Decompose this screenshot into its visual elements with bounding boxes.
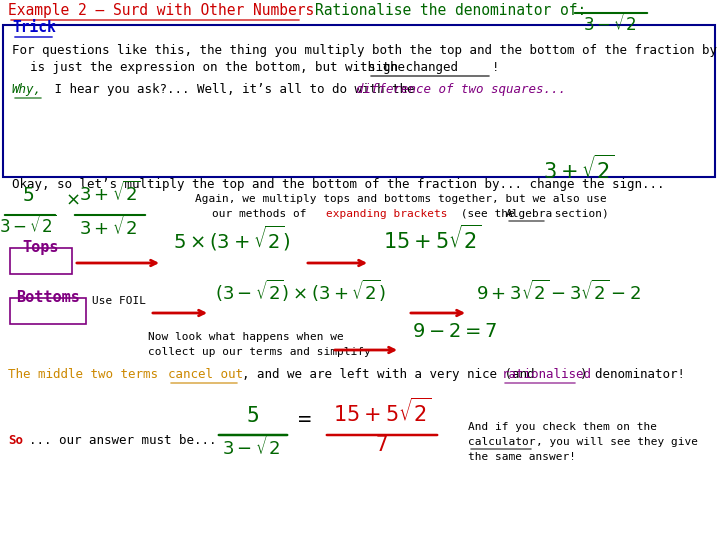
Text: $(3-\sqrt{2})\times(3+\sqrt{2})$: $(3-\sqrt{2})\times(3+\sqrt{2})$ [215,278,385,304]
Text: !: ! [492,61,500,74]
Text: Bottoms: Bottoms [16,290,80,305]
Text: the same answer!: the same answer! [468,452,576,462]
Text: For questions like this, the thing you multiply both the top and the bottom of t: For questions like this, the thing you m… [12,44,717,57]
Text: Algebra: Algebra [506,209,553,219]
Text: And if you check them on the: And if you check them on the [468,422,657,432]
Text: $5\times(3+\sqrt{2})$: $5\times(3+\sqrt{2})$ [173,224,290,253]
Text: collect up our terms and simplify: collect up our terms and simplify [148,347,371,357]
FancyBboxPatch shape [10,248,72,274]
Text: calculator: calculator [468,437,536,447]
Text: Why,: Why, [12,83,42,96]
Text: $9+3\sqrt{2}-3\sqrt{2}-2$: $9+3\sqrt{2}-3\sqrt{2}-2$ [476,280,642,304]
Text: $3-\sqrt{2}$: $3-\sqrt{2}$ [583,13,641,35]
Text: 5: 5 [606,0,618,3]
Text: ) denominator!: ) denominator! [580,368,685,381]
Text: $3-\sqrt{2}$: $3-\sqrt{2}$ [222,435,284,459]
Text: Rationalise the denominator of:: Rationalise the denominator of: [315,3,586,18]
Text: Okay, so let’s multiply the top and the bottom of the fraction by... change the : Okay, so let’s multiply the top and the … [12,178,665,191]
Text: , you will see they give: , you will see they give [536,437,698,447]
Text: $3+\sqrt{2}$: $3+\sqrt{2}$ [79,215,141,239]
Text: Trick: Trick [12,20,55,35]
Text: $15+5\sqrt{2}$: $15+5\sqrt{2}$ [383,225,482,253]
Text: $3-\sqrt{2}$: $3-\sqrt{2}$ [0,215,57,237]
Text: Again, we multiply tops and bottoms together, but we also use: Again, we multiply tops and bottoms toge… [195,194,607,204]
Text: rationalised: rationalised [502,368,592,381]
Text: cancel out: cancel out [168,368,243,381]
Text: Use FOIL: Use FOIL [92,296,146,306]
Text: So: So [8,434,23,447]
Text: $3+\sqrt{2}$: $3+\sqrt{2}$ [543,154,615,183]
Text: (see the: (see the [454,209,521,219]
Text: =: = [298,410,311,430]
Text: ... our answer must be...: ... our answer must be... [29,434,217,447]
Text: 5: 5 [22,186,34,205]
Text: is just the expression on the bottom, but with the: is just the expression on the bottom, bu… [30,61,413,74]
Text: expanding brackets: expanding brackets [326,209,448,219]
Text: Example 2 – Surd with Other Numbers: Example 2 – Surd with Other Numbers [8,3,314,18]
Text: Tops: Tops [23,240,59,255]
Text: $15+5\sqrt{2}$: $15+5\sqrt{2}$ [333,397,431,426]
Text: $9-2=7$: $9-2=7$ [412,322,498,341]
Text: I hear you ask?... Well, it’s all to do with the: I hear you ask?... Well, it’s all to do … [47,83,422,96]
Text: 7: 7 [376,435,388,455]
Text: our methods of: our methods of [212,209,313,219]
Text: section): section) [548,209,608,219]
Text: Now look what happens when we: Now look what happens when we [148,332,343,342]
Text: , and we are left with a very nice (and: , and we are left with a very nice (and [242,368,542,381]
Text: $3+\sqrt{2}$: $3+\sqrt{2}$ [79,181,141,205]
Text: sign changed: sign changed [368,61,458,74]
Text: difference of two squares...: difference of two squares... [356,83,566,96]
Text: $\times$: $\times$ [65,191,80,209]
FancyBboxPatch shape [3,25,715,177]
Text: The middle two terms: The middle two terms [8,368,166,381]
FancyBboxPatch shape [10,298,86,324]
Text: 5: 5 [247,406,259,426]
